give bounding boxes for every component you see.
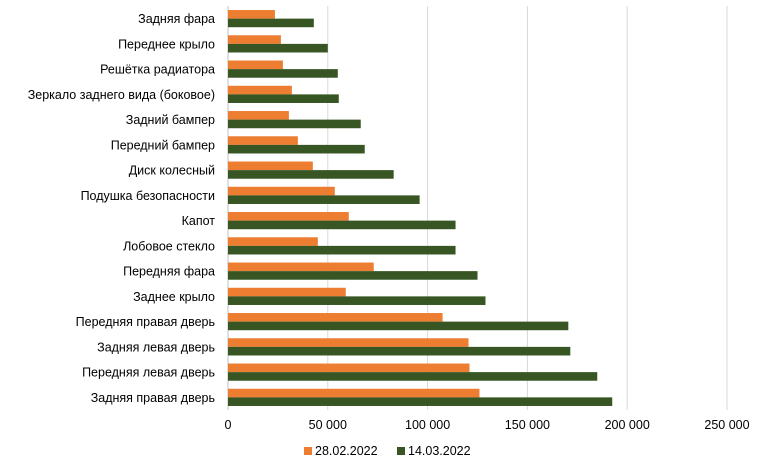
legend-swatch xyxy=(397,447,405,455)
category-label: Решётка радиатора xyxy=(100,63,215,77)
legend-label: 28.02.2022 xyxy=(315,444,378,458)
x-tick-label: 250 000 xyxy=(704,418,749,432)
bar-series1 xyxy=(228,111,289,120)
bar-series1 xyxy=(228,338,469,347)
bar-series1 xyxy=(228,85,292,95)
x-tick-label: 50 000 xyxy=(309,418,347,432)
bar-series1 xyxy=(228,363,470,373)
bar-series2 xyxy=(228,144,365,154)
bar-series2 xyxy=(228,346,571,356)
category-label: Капот xyxy=(182,214,216,228)
category-labels: Задняя фара Переднее крыло Решётка радиато… xyxy=(28,12,216,405)
category-label: Задняя фара xyxy=(138,12,215,26)
bar-series1 xyxy=(228,10,275,19)
bar-series1 xyxy=(228,287,346,297)
bar-series2 xyxy=(228,372,598,381)
bar-series2 xyxy=(228,18,314,28)
category-label: Передний бампер xyxy=(111,138,215,152)
bar-series2 xyxy=(228,119,361,129)
category-label: Подушка безопасности xyxy=(81,189,215,203)
bar-series1 xyxy=(228,60,283,70)
category-label: Передняя правая дверь xyxy=(76,315,215,329)
category-label: Задняя левая дверь xyxy=(97,340,215,354)
bar-series2 xyxy=(228,397,613,406)
bar-series2 xyxy=(228,69,338,78)
bar-series1 xyxy=(228,161,313,171)
bar-series2 xyxy=(228,296,486,305)
bar-series1 xyxy=(228,136,298,145)
category-label: Заднее крыло xyxy=(133,290,215,304)
category-label: Задний бампер xyxy=(126,113,215,127)
bar-series1 xyxy=(228,237,318,246)
category-label: Переднее крыло xyxy=(118,37,215,51)
x-axis-tick-labels: 0 50 000 100 000 150 000 200 000 250 000 xyxy=(225,418,750,432)
x-tick-label: 150 000 xyxy=(505,418,550,432)
bar-series1 xyxy=(228,313,443,322)
legend-swatch xyxy=(304,447,312,455)
legend-item: 28.02.2022 xyxy=(304,444,378,458)
bar-series2 xyxy=(228,94,339,103)
bar-series1 xyxy=(228,186,335,196)
legend-item: 14.03.2022 xyxy=(397,444,471,458)
bar-series2 xyxy=(228,43,328,53)
bar-series2 xyxy=(228,170,394,179)
bar-series1 xyxy=(228,262,374,272)
bar-series2 xyxy=(228,195,420,204)
bar-series2 xyxy=(228,220,456,230)
category-label: Передняя левая дверь xyxy=(82,366,215,380)
bar-series1 xyxy=(228,35,281,44)
x-tick-label: 100 000 xyxy=(405,418,450,432)
legend: 28.02.2022 14.03.2022 xyxy=(304,444,471,458)
bar-series1 xyxy=(228,388,480,398)
x-tick-label: 0 xyxy=(225,418,232,432)
category-label: Передняя фара xyxy=(123,265,215,279)
category-label: Зеркало заднего вида (боковое) xyxy=(28,88,215,102)
bar-series2 xyxy=(228,321,569,331)
category-label: Лобовое стекло xyxy=(123,239,215,253)
bars xyxy=(228,10,613,406)
x-tick-label: 200 000 xyxy=(605,418,650,432)
bar-series2 xyxy=(228,271,478,280)
bar-series2 xyxy=(228,245,456,255)
category-label: Диск колесный xyxy=(129,164,215,178)
category-label: Задняя правая дверь xyxy=(91,391,215,405)
bar-series1 xyxy=(228,212,349,221)
legend-label: 14.03.2022 xyxy=(408,444,471,458)
